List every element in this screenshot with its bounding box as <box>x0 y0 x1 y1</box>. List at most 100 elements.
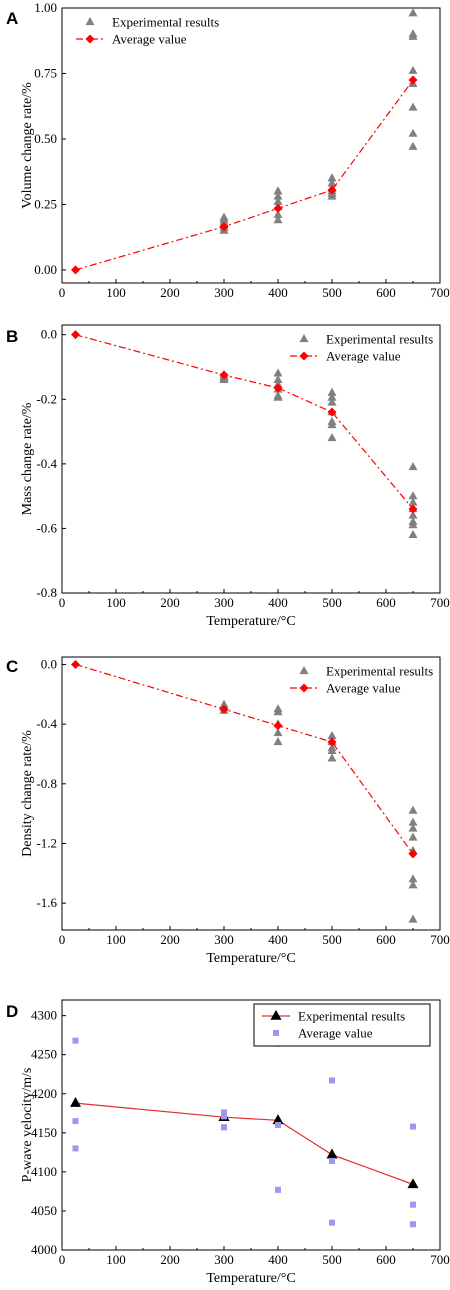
data-point <box>410 1201 416 1208</box>
data-point <box>273 191 283 200</box>
series-line <box>75 79 414 271</box>
chart-panel-c: C 0 100 200 300 400 500 600 700 0.0 -0.4 -0.8 -1.2 -1… <box>6 656 450 966</box>
panel-letter: B <box>6 327 18 346</box>
data-point <box>273 392 283 401</box>
legend-marker <box>85 34 95 44</box>
y-tick-label: 1.00 <box>34 0 57 15</box>
data-point <box>408 529 418 538</box>
series-1 <box>71 75 418 275</box>
x-tick-label: 100 <box>106 595 126 610</box>
series-0 <box>70 1096 419 1189</box>
legend-label: Average value <box>326 349 401 364</box>
data-point <box>408 504 418 514</box>
y-tick-label: 0.0 <box>41 327 57 342</box>
y-tick-label: 4000 <box>31 1242 57 1257</box>
data-point <box>71 659 80 669</box>
x-tick-label: 600 <box>376 1252 396 1267</box>
data-point <box>408 141 418 150</box>
x-tick-label: 100 <box>106 1252 126 1267</box>
x-tick-label: 0 <box>59 595 66 610</box>
data-point <box>71 265 80 275</box>
y-tick-label: 0.75 <box>34 65 57 80</box>
data-point <box>273 721 283 731</box>
x-tick-label: 100 <box>106 285 126 300</box>
data-point <box>273 196 283 205</box>
data-point <box>408 832 418 841</box>
legend-marker <box>299 351 309 361</box>
y-tick-label: -0.4 <box>36 716 57 731</box>
data-point <box>410 1221 416 1228</box>
y-tick-label: 4300 <box>31 1008 57 1023</box>
data-point <box>327 173 337 182</box>
data-point <box>70 1096 81 1107</box>
data-point <box>410 1123 416 1130</box>
x-tick-label: 200 <box>160 932 180 947</box>
data-point <box>408 510 418 519</box>
data-point <box>329 1157 335 1164</box>
data-point <box>408 880 418 889</box>
legend-item: Experimental results <box>262 1009 405 1024</box>
series-1 <box>72 1037 416 1228</box>
chart-panel-d: D 0 100 200 300 400 500 600 700 4000 4050 4100 4150 4… <box>6 999 450 1286</box>
legend-marker <box>270 1009 282 1020</box>
x-tick-label: 600 <box>376 595 396 610</box>
data-point <box>327 185 337 195</box>
x-tick-label: 700 <box>430 1252 450 1267</box>
legend-marker <box>273 1030 279 1036</box>
data-point <box>72 1037 79 1044</box>
data-point <box>408 29 418 38</box>
x-axis-title: Temperature/°C <box>206 951 295 966</box>
data-point <box>408 874 418 883</box>
legend-label: Average value <box>112 32 187 47</box>
data-point <box>408 491 418 500</box>
data-point <box>273 368 283 377</box>
data-point <box>327 178 337 187</box>
x-tick-label: 500 <box>322 932 342 947</box>
data-point <box>219 370 229 380</box>
data-point <box>327 731 337 740</box>
y-tick-label: 4150 <box>31 1125 57 1140</box>
data-point <box>408 817 418 826</box>
x-tick-label: 400 <box>268 1252 288 1267</box>
y-tick-label: 4200 <box>31 1086 57 1101</box>
y-tick-label: -0.6 <box>36 520 57 535</box>
legend-item: Experimental results <box>299 664 433 679</box>
data-point <box>408 102 418 111</box>
x-tick-label: 500 <box>322 1252 342 1267</box>
x-axis-title: Temperature/°C <box>206 1271 295 1286</box>
data-point <box>327 397 337 406</box>
legend-marker <box>299 333 309 343</box>
y-tick-label: 0.0 <box>41 656 57 671</box>
plot-frame <box>61 656 441 931</box>
x-tick-label: 200 <box>160 595 180 610</box>
data-point <box>327 737 337 747</box>
data-point <box>273 737 283 746</box>
data-point <box>72 1145 79 1152</box>
data-point <box>408 849 418 859</box>
legend: Experimental results Average value <box>290 332 433 364</box>
legend-label: Experimental results <box>326 332 433 347</box>
plot-frame <box>61 7 441 284</box>
panel-letter: D <box>6 1002 18 1021</box>
chart-panel-a: A 0 100 200 300 400 500 600 700 0.00 0.25 0.50 0.75 1… <box>6 0 450 300</box>
chart-panel-b: B 0 100 200 300 400 500 600 700 0.0 -0.2 -0.4 -0.6 -0… <box>6 324 450 629</box>
legend-label: Average value <box>298 1026 373 1041</box>
series-0 <box>219 368 418 538</box>
data-point <box>408 65 418 74</box>
legend: Experimental results Average value <box>253 1003 431 1047</box>
data-point <box>221 1124 227 1131</box>
data-point <box>408 75 418 85</box>
legend-label: Experimental results <box>298 1009 405 1024</box>
x-axis-title: Temperature/°C <box>206 614 295 629</box>
data-point <box>273 215 283 224</box>
x-tick-label: 600 <box>376 285 396 300</box>
legend-item: Experimental results <box>299 332 433 347</box>
data-point <box>408 8 418 17</box>
y-tick-label: -0.2 <box>36 391 57 406</box>
data-point <box>408 914 418 923</box>
y-tick-label: 4050 <box>31 1203 57 1218</box>
data-point <box>329 1077 335 1084</box>
legend-item: Average value <box>290 681 401 696</box>
data-point <box>273 186 283 195</box>
